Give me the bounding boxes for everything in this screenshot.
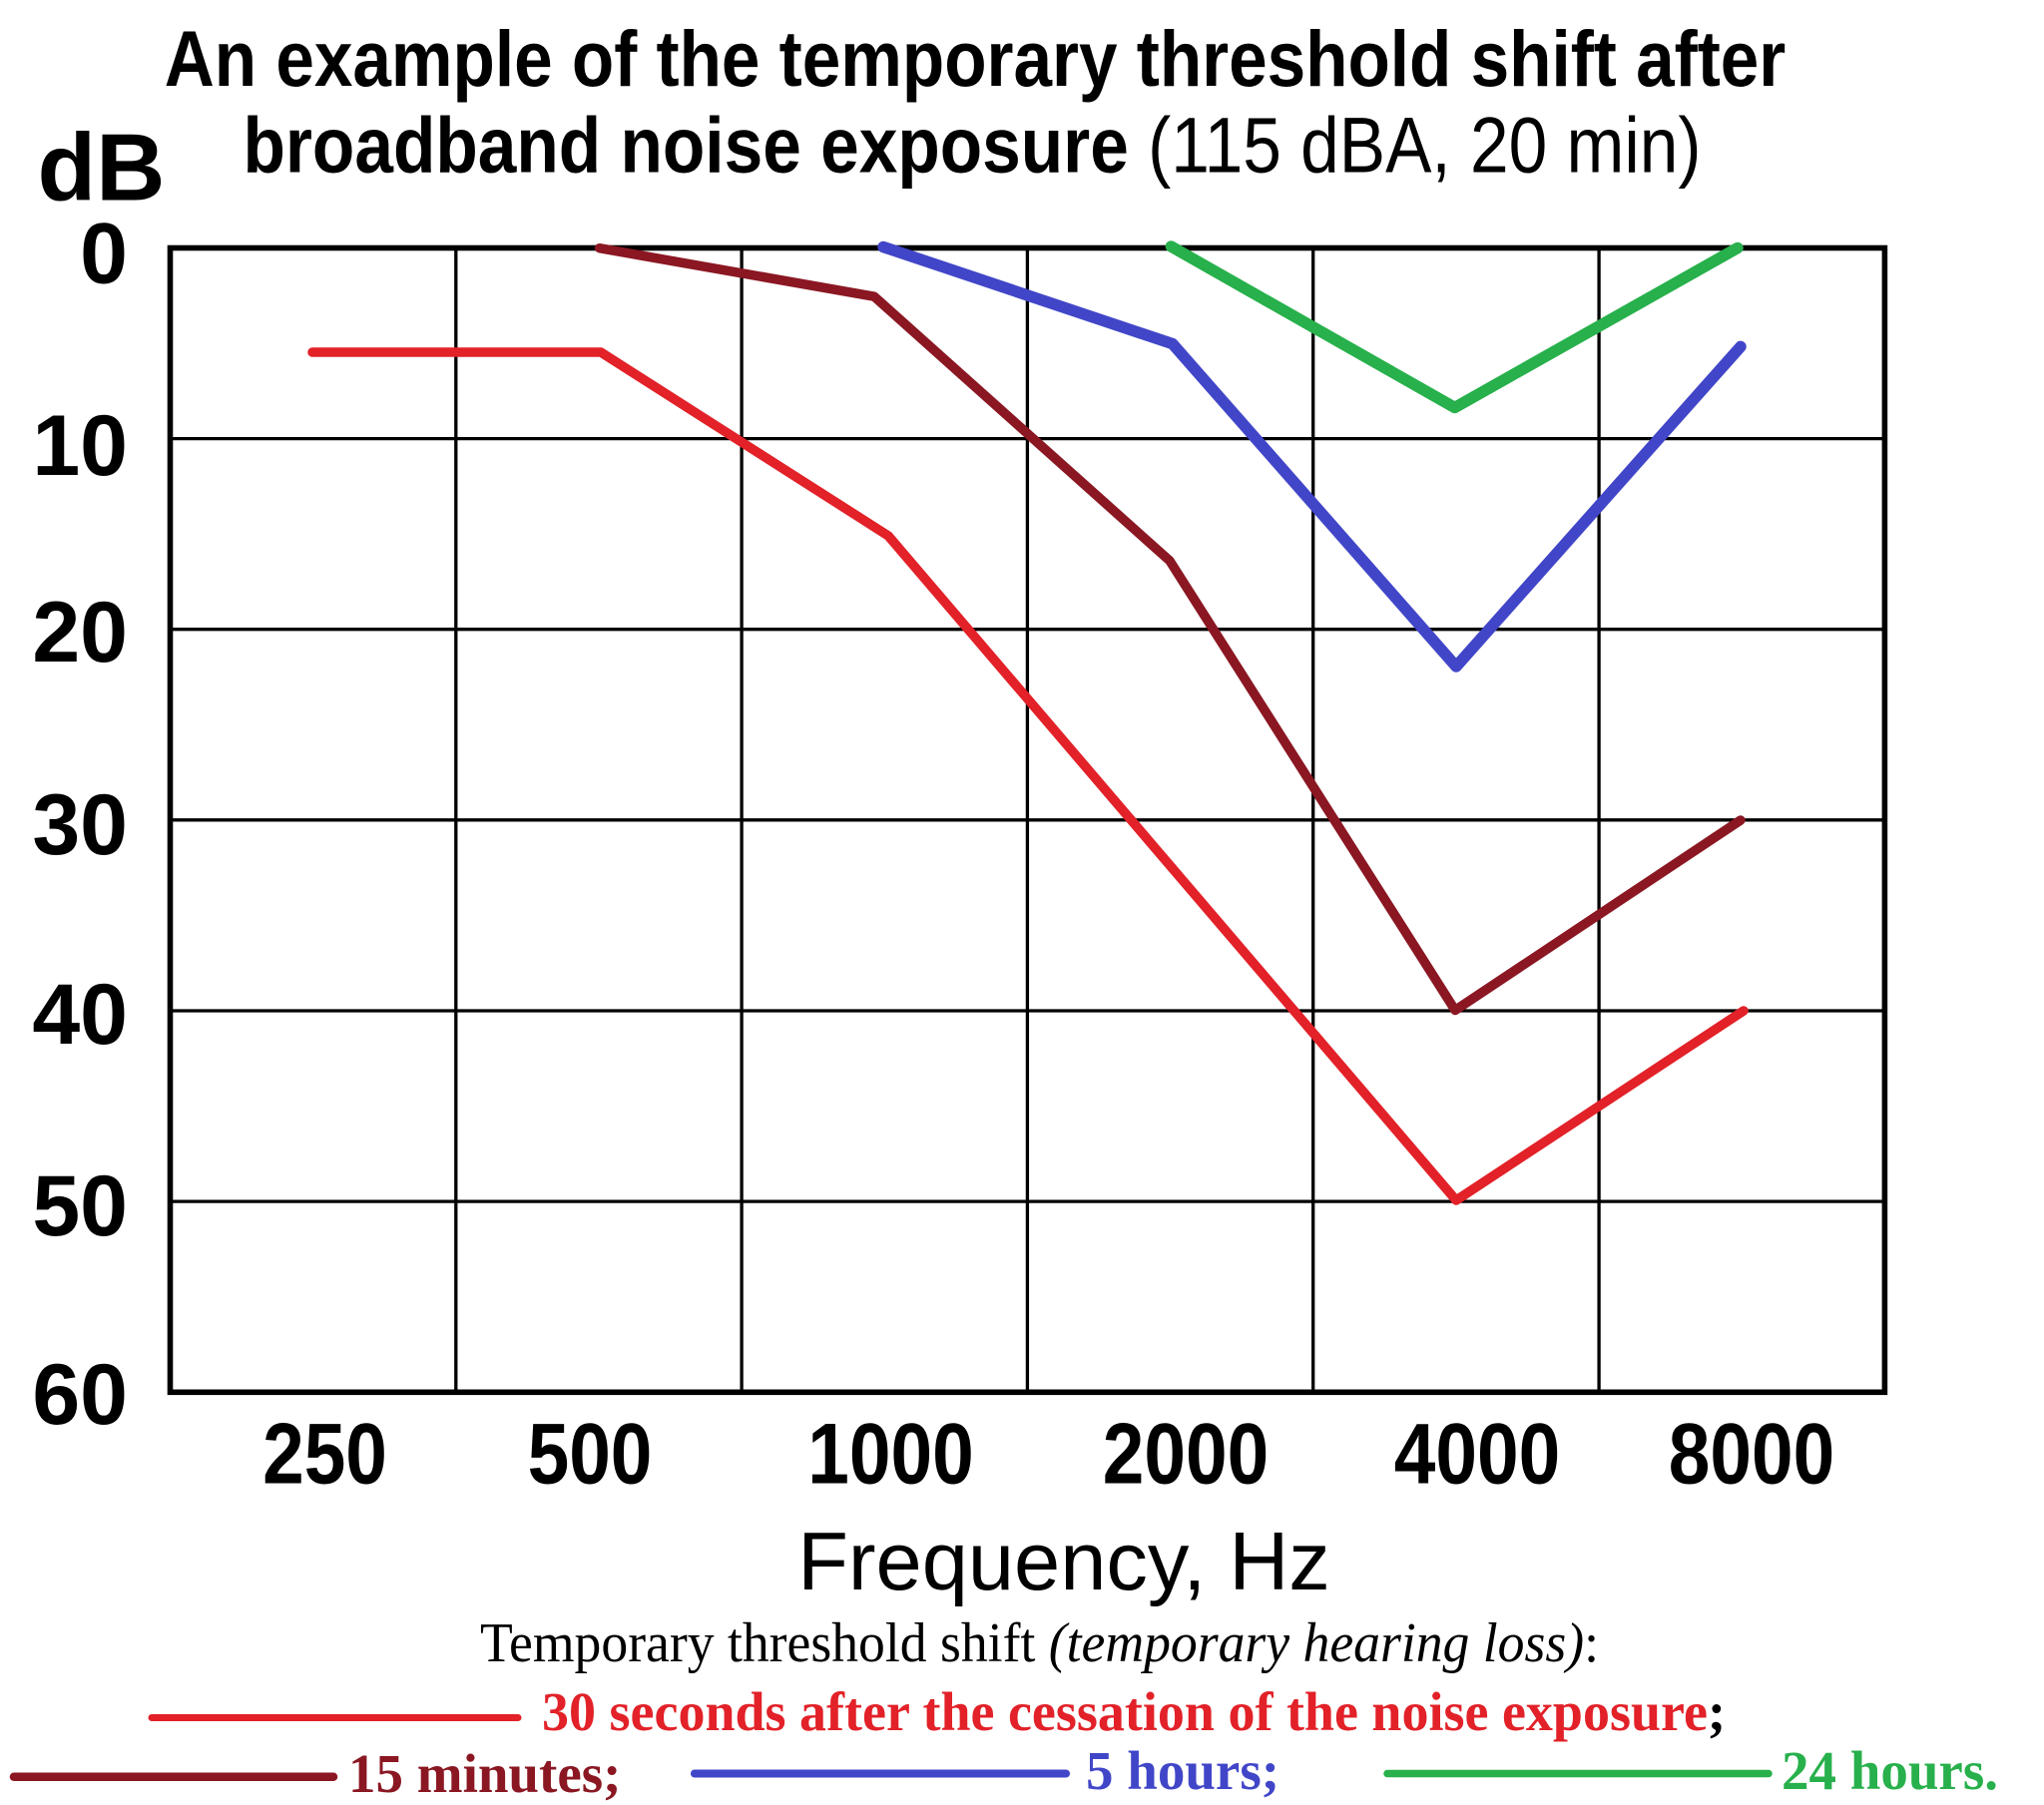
svg-text:Temporary threshold shift (tem: Temporary threshold shift (temporary hea…: [480, 1611, 1599, 1673]
svg-text:0: 0: [80, 207, 128, 302]
svg-text:20: 20: [32, 585, 128, 680]
svg-text:8000: 8000: [1669, 1407, 1834, 1503]
svg-text:15 minutes;: 15 minutes;: [348, 1743, 621, 1804]
svg-text:250: 250: [262, 1407, 387, 1503]
svg-text:2000: 2000: [1103, 1407, 1269, 1503]
svg-text:24 hours.: 24 hours.: [1782, 1740, 1998, 1801]
svg-text:500: 500: [528, 1407, 653, 1503]
svg-text:50: 50: [32, 1158, 128, 1254]
svg-text:broadband noise exposure (115: broadband noise exposure (115 dBA, 20 mi…: [243, 101, 1701, 189]
svg-text:60: 60: [32, 1347, 128, 1443]
svg-text:An example of the temporary th: An example of the temporary threshold sh…: [165, 15, 1787, 103]
svg-text:5 hours;: 5 hours;: [1086, 1740, 1279, 1801]
svg-text:dB: dB: [38, 115, 166, 222]
svg-text:1000: 1000: [807, 1407, 973, 1503]
svg-text:4000: 4000: [1394, 1407, 1560, 1503]
svg-text:30: 30: [32, 777, 128, 873]
svg-text:10: 10: [32, 398, 128, 494]
svg-text:30 seconds after the cessation: 30 seconds after the cessation of the no…: [542, 1681, 1726, 1743]
svg-text:40: 40: [32, 967, 128, 1063]
svg-text:Frequency, Hz: Frequency, Hz: [797, 1515, 1330, 1607]
